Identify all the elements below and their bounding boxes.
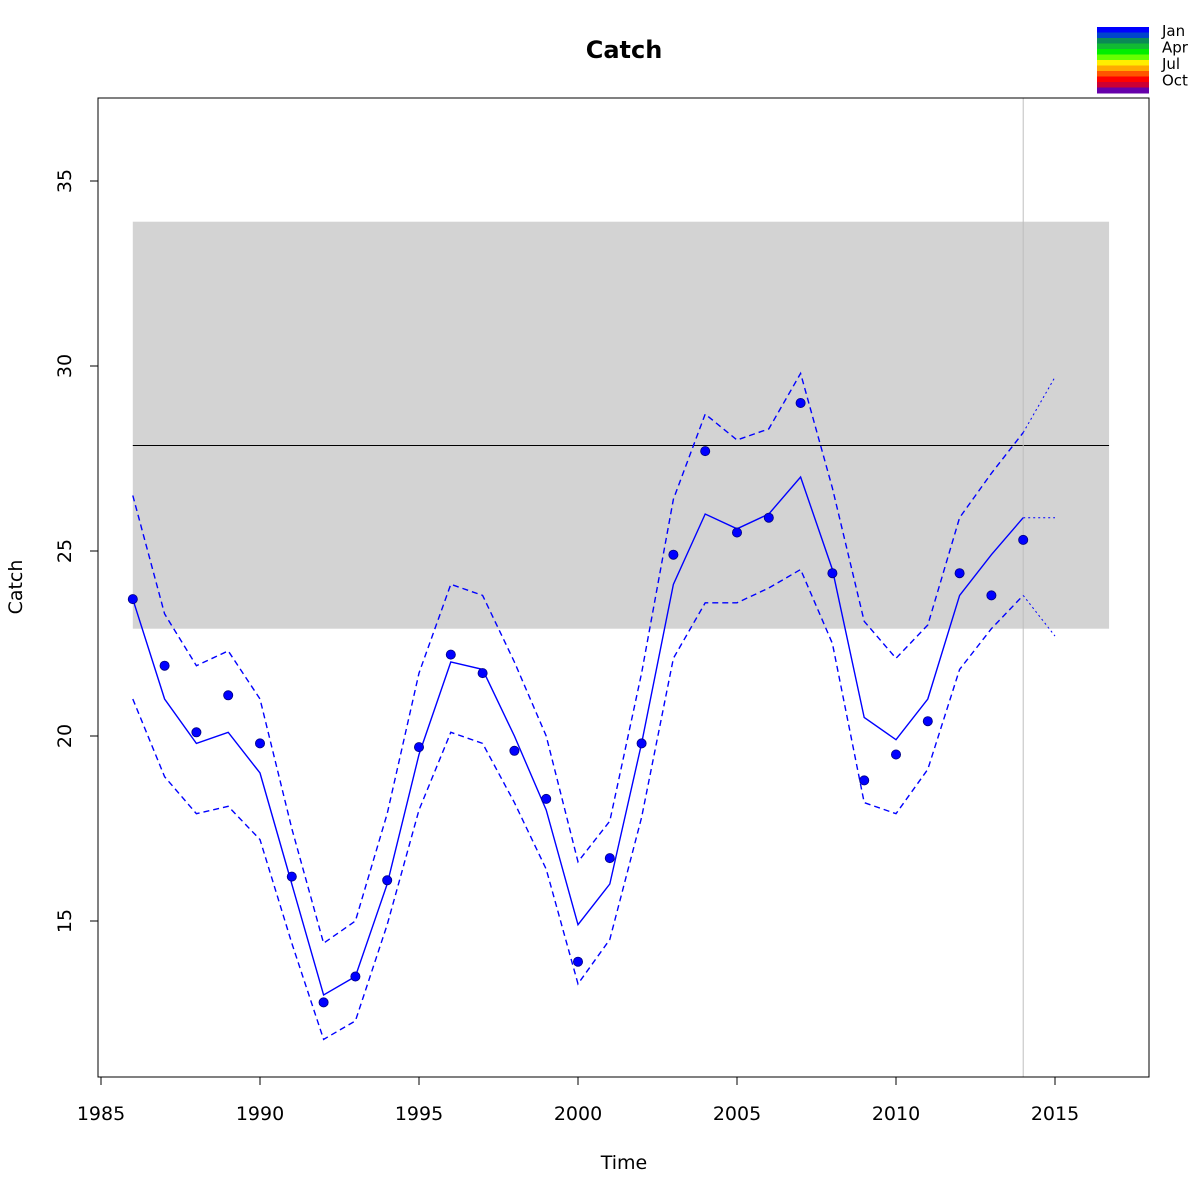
legend-color-swatch [1097, 71, 1149, 77]
axes: 1985 1990 1995 2000 2005 2010 2015 15 20 25 30 35 [54, 97, 1150, 1125]
observed-point [286, 871, 297, 882]
observed-point [573, 956, 584, 967]
observed-point [254, 738, 265, 749]
legend-label: Jan [1161, 22, 1185, 40]
legend-color-swatch [1097, 38, 1149, 44]
series-line-solid-1 [132, 475, 1024, 997]
observed-point [382, 875, 393, 886]
x-tick-label: 2010 [872, 1103, 920, 1125]
legend-color-swatch [1097, 27, 1149, 33]
legend-color-swatch [1097, 49, 1149, 55]
observed-point [732, 527, 743, 538]
y-tick-label: 30 [54, 354, 76, 378]
legend-color-swatch [1097, 76, 1149, 83]
observed-point [700, 446, 711, 457]
observed-point [350, 971, 361, 982]
observed-point [827, 568, 838, 579]
observed-point [636, 738, 647, 749]
x-tick-label: 2000 [554, 1103, 602, 1125]
observed-point [922, 716, 933, 727]
observed-point [763, 512, 774, 523]
reference-band [132, 221, 1110, 629]
legend-label: Apr [1162, 39, 1189, 57]
chart-title: Catch [586, 36, 663, 64]
observed-point [223, 690, 234, 701]
series-line-dotted-5 [1022, 376, 1056, 433]
observed-point [127, 594, 138, 605]
series-line-dotted-6 [1022, 595, 1056, 637]
observed-point [413, 742, 424, 753]
observed-point [954, 568, 965, 579]
observed-point [191, 727, 202, 738]
y-tick-label: 35 [54, 169, 76, 193]
series-line-dashed-2 [132, 371, 1024, 945]
x-tick-label: 2015 [1031, 1103, 1079, 1125]
observed-point [541, 793, 552, 804]
y-tick-label: 20 [54, 724, 76, 748]
legend-color-swatch [1097, 60, 1149, 66]
y-tick-label: 25 [54, 539, 76, 563]
observed-point [477, 668, 488, 679]
plot-area [127, 98, 1110, 1077]
observed-point [509, 745, 520, 756]
legend-color-swatch [1097, 82, 1149, 88]
x-tick-label: 1990 [236, 1103, 284, 1125]
observed-point [318, 997, 329, 1008]
x-tick-label: 2005 [713, 1103, 761, 1125]
observed-point [795, 397, 806, 408]
observed-point [159, 660, 170, 671]
legend-color-swatch [1097, 32, 1149, 39]
observed-point [445, 649, 456, 660]
observed-point [604, 853, 615, 864]
observed-point [986, 590, 997, 601]
legend-color-swatch [1097, 87, 1149, 94]
series-line-dashed-3 [132, 568, 1024, 1041]
legend-label: Oct [1162, 72, 1188, 90]
observed-point [668, 549, 679, 560]
observed-point [891, 749, 902, 760]
y-tick-label: 15 [54, 909, 76, 933]
y-axis-label: Catch [5, 560, 27, 615]
legend-label: Jul [1161, 55, 1180, 73]
observed-point [859, 775, 870, 786]
legend-color-swatch [1097, 65, 1149, 72]
x-axis-label: Time [600, 1152, 648, 1174]
x-tick-label: 1995 [395, 1103, 443, 1125]
legend-color-swatch [1097, 54, 1149, 61]
x-tick-label: 1985 [77, 1103, 125, 1125]
observed-point [1018, 534, 1029, 545]
legend-color-swatch [1097, 43, 1149, 50]
